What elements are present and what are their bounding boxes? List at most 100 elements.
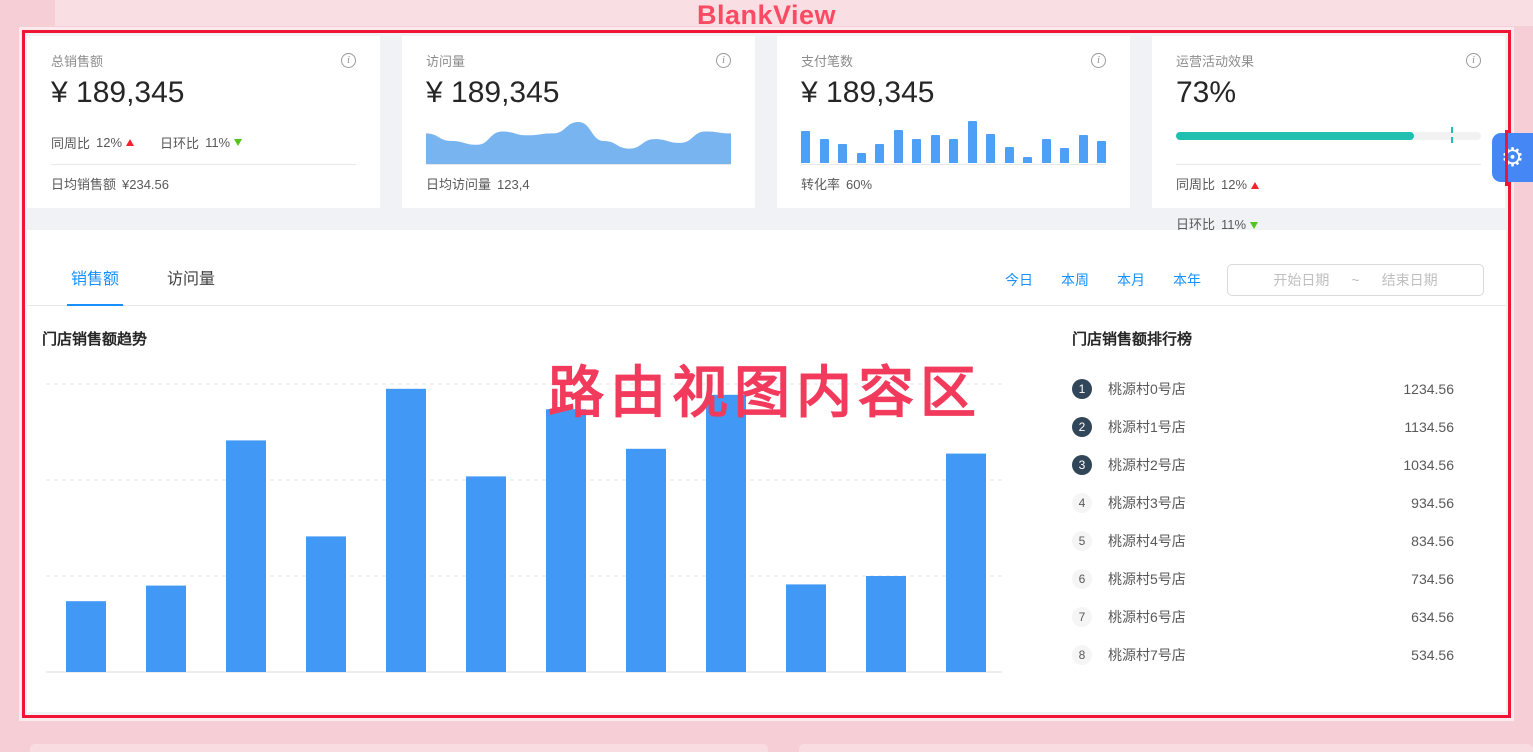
mini-bar: [819, 139, 829, 163]
mini-bar: [967, 121, 977, 163]
tab-visits[interactable]: 访问量: [167, 271, 216, 288]
card-title: 总销售额: [51, 53, 104, 69]
red-border-segment: [1505, 130, 1508, 186]
stat-card-total-sales: 总销售额 i ¥ 189,345 同周比 12% 日环比 11%: [27, 36, 380, 208]
card-title: 访问量: [426, 53, 466, 69]
bar[interactable]: [546, 409, 586, 672]
bar[interactable]: [626, 448, 666, 672]
rank-badge: 8: [1072, 645, 1092, 665]
store-value: 1134.56: [1404, 419, 1454, 435]
store-name: 桃源村1号店: [1108, 419, 1186, 435]
caret-up-icon: [126, 139, 135, 146]
store-name: 桃源村6号店: [1108, 609, 1186, 625]
ranking-item: 3 桃源村2号店 1034.56: [1072, 446, 1454, 484]
quick-filter-3[interactable]: 本年: [1173, 272, 1201, 288]
tab-sales[interactable]: 销售额: [67, 265, 124, 306]
store-name: 桃源村5号店: [1108, 571, 1186, 587]
mini-bar: [856, 153, 866, 163]
bar[interactable]: [706, 394, 746, 672]
mini-bar: [838, 144, 847, 163]
card-value: ¥ 189,345: [51, 76, 185, 109]
quick-filter-2[interactable]: 本月: [1117, 272, 1145, 288]
bar[interactable]: [946, 453, 986, 672]
visits-area-sparkline: [426, 122, 731, 164]
chart-title: 门店销售额趋势: [42, 331, 148, 348]
mini-bar: [986, 134, 995, 163]
progress-bar: [1176, 127, 1481, 143]
mini-bar: [912, 139, 921, 163]
store-name: 桃源村3号店: [1108, 495, 1186, 511]
date-range-picker[interactable]: 开始日期 ~ 结束日期: [1227, 264, 1484, 296]
info-icon[interactable]: i: [341, 52, 356, 68]
store-name: 桃源村2号店: [1108, 457, 1186, 473]
mini-bar: [1097, 141, 1106, 163]
store-value: 634.56: [1411, 609, 1454, 625]
divider: [51, 164, 356, 165]
card-title: 运营活动效果: [1176, 53, 1255, 69]
divider: [1176, 164, 1481, 165]
mini-bar: [930, 135, 940, 163]
stat-card-payments: 支付笔数 i ¥ 189,345 转化率 60%: [777, 36, 1130, 208]
card-footer: 同周比 12% 日环比 11%: [1176, 165, 1481, 232]
card-value: ¥ 189,345: [426, 76, 560, 109]
info-icon[interactable]: i: [716, 52, 731, 68]
ranking-item: 2 桃源村1号店 1134.56: [1072, 408, 1454, 446]
mini-bar: [801, 131, 810, 163]
rank-badge: 4: [1072, 493, 1092, 513]
filter-controls: 今日 本周 本月 本年 开始日期 ~ 结束日期: [1005, 264, 1484, 296]
trend-daily: 日环比 11%: [160, 133, 243, 152]
store-sales-bar-chart[interactable]: [46, 359, 1010, 685]
bar[interactable]: [66, 601, 106, 672]
stat-card-operation-effect: 运营活动效果 i 73% 同周比 12% 日环比 11%: [1152, 36, 1505, 232]
card-footer: 转化率 60%: [801, 177, 873, 192]
rank-badge: 1: [1072, 379, 1092, 399]
bar[interactable]: [466, 476, 506, 672]
rank-badge: 5: [1072, 531, 1092, 551]
ranking-list: 1 桃源村0号店 1234.56 2 桃源村1号店 1134.56 3 桃源村2号店 1034.…: [1072, 370, 1454, 674]
card-value: 73%: [1176, 76, 1237, 109]
mini-bar: [1041, 139, 1051, 163]
bottom-card-right: [799, 744, 1533, 752]
tab-bar: 销售额 访问量: [27, 248, 1506, 306]
caret-up-icon: [1251, 181, 1260, 189]
quick-filter-1[interactable]: 本周: [1061, 272, 1089, 288]
rank-badge: 6: [1072, 569, 1092, 589]
progress-target-marker: [1450, 127, 1453, 145]
mini-bar: [1078, 135, 1088, 163]
mini-bar: [1004, 147, 1014, 163]
bar[interactable]: [226, 440, 266, 672]
bar[interactable]: [306, 536, 346, 672]
bar[interactable]: [386, 388, 426, 672]
quick-filter-0[interactable]: 今日: [1005, 272, 1033, 288]
trend-weekly: 同周比 12%: [1176, 165, 1455, 205]
settings-button[interactable]: ⚙: [1492, 133, 1533, 182]
rank-badge: 3: [1072, 455, 1092, 475]
divider: [426, 164, 731, 165]
page-title: BlankView: [696, 0, 837, 30]
bar[interactable]: [786, 584, 826, 672]
ranking-item: 4 桃源村3号店 934.56: [1072, 484, 1454, 522]
store-value: 1234.56: [1403, 381, 1454, 397]
store-name: 桃源村4号店: [1108, 533, 1186, 549]
card-footer: 日均访问量 123,4: [426, 177, 530, 192]
rank-badge: 7: [1072, 607, 1092, 627]
bar[interactable]: [146, 585, 186, 672]
store-name: 桃源村0号店: [1108, 381, 1186, 397]
store-value: 934.56: [1411, 495, 1454, 511]
stat-cards-row: 总销售额 i ¥ 189,345 同周比 12% 日环比 11%: [27, 36, 1506, 232]
mini-bar: [1023, 157, 1032, 163]
info-icon[interactable]: i: [1091, 52, 1106, 68]
header-band: [55, 0, 1533, 26]
trend-daily: 日环比 11%: [1176, 205, 1481, 245]
divider: [801, 164, 1106, 165]
bar[interactable]: [866, 576, 906, 672]
rank-badge: 2: [1072, 417, 1092, 437]
store-name: 桃源村7号店: [1108, 647, 1186, 663]
start-date-placeholder[interactable]: 开始日期: [1273, 272, 1330, 288]
stat-card-visits: 访问量 i ¥ 189,345 日均访问量 123,4: [402, 36, 755, 208]
info-icon[interactable]: i: [1466, 52, 1481, 68]
sales-panel: 销售额 访问量 今日 本周 本月 本年 开始日期 ~ 结束日期 门店销售额趋势 路由视…: [27, 230, 1506, 712]
ranking-item: 5 桃源村4号店 834.56: [1072, 522, 1454, 560]
end-date-placeholder[interactable]: 结束日期: [1381, 272, 1438, 288]
payments-bar-sparkline: [801, 121, 1106, 163]
